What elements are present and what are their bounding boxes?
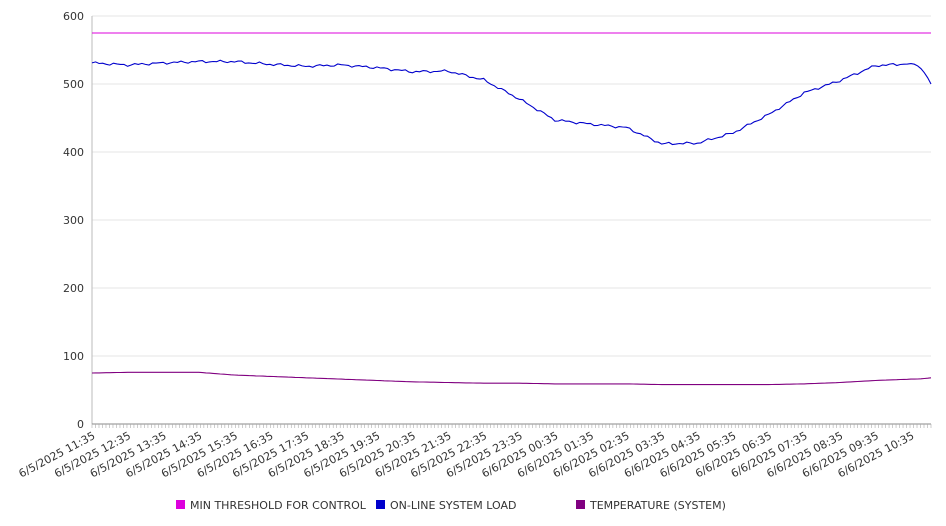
y-axis-ticks: 0 100 200 300 400 500 600	[63, 10, 84, 431]
y-tick-label: 500	[63, 78, 84, 91]
y-tick-label: 100	[63, 350, 84, 363]
y-tick-label: 0	[77, 418, 84, 431]
series-line-3	[91, 371, 932, 386]
y-tick-label: 400	[63, 146, 84, 159]
x-axis-ticks: 6/5/2025 11:356/5/2025 12:356/5/2025 13:…	[17, 424, 932, 480]
y-tick-label: 200	[63, 282, 84, 295]
legend-label-1: MIN THRESHOLD FOR CONTROL	[190, 499, 367, 512]
legend-swatch-1	[176, 500, 185, 509]
y-tick-label: 600	[63, 10, 84, 23]
legend: MIN THRESHOLD FOR CONTROL ON-LINE SYSTEM …	[176, 499, 726, 512]
legend-swatch-2	[376, 500, 385, 509]
y-tick-label: 300	[63, 214, 84, 227]
legend-label-2: ON-LINE SYSTEM LOAD	[390, 499, 516, 512]
legend-label-3: TEMPERATURE (SYSTEM)	[589, 499, 726, 512]
series-line-2	[91, 59, 932, 146]
legend-swatch-3	[576, 500, 585, 509]
series-lines	[91, 32, 932, 386]
grid-lines	[92, 15, 931, 425]
